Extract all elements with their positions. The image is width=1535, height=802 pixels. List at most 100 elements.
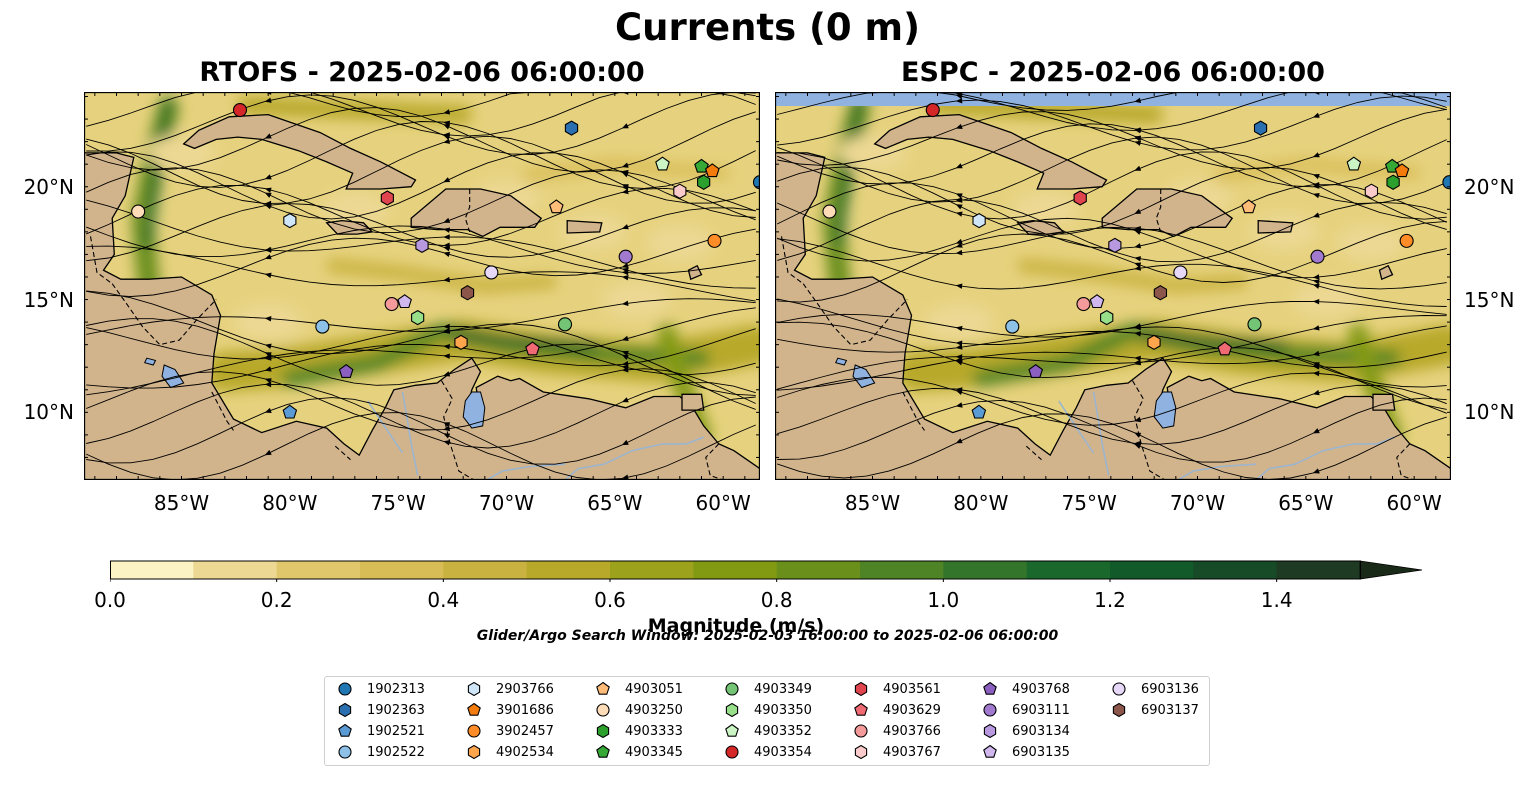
current-magnitude-field (84, 92, 760, 480)
streamline-arrow (621, 474, 629, 480)
streamline-arrow (443, 109, 451, 115)
colorbar-extend-arrow (1359, 560, 1423, 580)
streamline-arrow (264, 353, 272, 360)
float-marker-4903768 (1028, 364, 1044, 378)
current-streamline (777, 315, 1447, 390)
colorbar-segment (1110, 561, 1194, 579)
current-streamline (86, 135, 756, 205)
legend-entry: 6903137 (1111, 700, 1199, 720)
streamline-arrow (621, 162, 629, 168)
streamline-arrow (955, 197, 963, 203)
legend-marker-6903111 (983, 703, 997, 717)
legend-entry: 4903250 (595, 700, 683, 720)
legend-entry: 6903136 (1111, 679, 1199, 699)
river (367, 400, 404, 454)
streamline-arrow (1134, 136, 1142, 142)
colorbar-segment (110, 561, 194, 579)
streamline-arrow (1134, 432, 1142, 438)
float-marker-2903766 (972, 212, 986, 229)
legend-marker-4903629 (854, 702, 868, 716)
streamline-arrow (264, 381, 272, 388)
streamline-arrow (1134, 262, 1142, 268)
streamline-arrow (443, 246, 451, 252)
lon-tick-label: 60°W (1386, 491, 1442, 515)
current-streamline (777, 300, 1447, 338)
streamline-arrow (955, 163, 963, 169)
legend-entry: 1902522 (337, 742, 425, 762)
current-streamline (86, 412, 756, 480)
colorbar-tick-label: 1.4 (1260, 588, 1293, 612)
colorbar-tick-label: 0.2 (260, 588, 293, 612)
colorbar-tick-label: 0.6 (594, 588, 626, 612)
legend-label: 4903354 (754, 744, 812, 760)
lon-tick-label: 65°W (587, 491, 643, 515)
current-streamline (777, 217, 1447, 279)
lat-tick-label-left: 15°N (23, 287, 74, 312)
streamline-arrow (443, 124, 451, 130)
float-marker-4903354 (925, 102, 940, 118)
streamline-arrow (443, 276, 450, 283)
streamline-arrow (264, 407, 272, 413)
current-streamline (777, 238, 1447, 307)
legend-label: 1902522 (367, 744, 425, 760)
lake-managua (143, 357, 157, 366)
colorbar-segment (360, 561, 444, 579)
float-marker-4903333 (697, 174, 711, 190)
current-streamline (777, 136, 1447, 204)
river (1092, 391, 1110, 476)
streamline-arrow (264, 343, 272, 349)
streamline-arrow (955, 389, 963, 395)
current-streamline (86, 92, 756, 118)
float-marker-3901686 (1394, 163, 1410, 178)
current-streamline (86, 290, 756, 396)
lon-tick-label: 85°W (844, 491, 901, 515)
streamline-arrow (264, 187, 272, 193)
legend-marker-4903767 (854, 744, 868, 760)
lat-tick-label-left: 20°N (23, 174, 74, 199)
streamline-arrow (264, 246, 272, 253)
legend-marker-2903766 (467, 681, 481, 697)
streamline-arrow (443, 344, 450, 350)
streamline-arrow (443, 323, 450, 330)
legend-label: 4903345 (625, 744, 683, 760)
legend-marker-4903349 (725, 682, 739, 696)
current-streamline (777, 325, 1447, 391)
legend-label: 6903137 (1141, 702, 1199, 718)
colorbar-tick-label: 1.0 (927, 588, 960, 612)
legend-entry: 4903766 (853, 721, 941, 741)
float-marker-6903135 (1089, 294, 1105, 309)
legend-label: 4903629 (883, 702, 941, 718)
streamline-arrow (1312, 279, 1320, 285)
colorbar-segment (1193, 561, 1278, 579)
land-puertoRico (566, 219, 603, 234)
float-marker-4903629 (1217, 341, 1233, 356)
espc-map[interactable] (775, 92, 1451, 480)
float-marker-6903136 (484, 265, 499, 280)
streamline-arrow (443, 440, 451, 446)
float-marker-4902534 (454, 334, 468, 351)
rtofs-map[interactable] (84, 92, 760, 480)
country-border (441, 380, 475, 480)
legend-marker (983, 703, 997, 717)
legend-entry: 4903354 (724, 742, 812, 762)
legend-marker (983, 744, 997, 758)
float-marker-6903134 (1108, 237, 1122, 254)
country-border (89, 236, 113, 285)
streamline-arrow (621, 184, 629, 191)
current-streamline (86, 298, 756, 335)
legend-marker (596, 681, 610, 695)
lon-tick-label: 70°W (478, 491, 535, 515)
streamline-arrow (443, 242, 450, 248)
streamline-arrow (955, 211, 963, 217)
streamline-arrow (1134, 416, 1142, 423)
colorbar (110, 560, 1423, 582)
streamline-arrow (1312, 212, 1320, 218)
streamline-arrow (1312, 428, 1320, 434)
current-streamline (86, 328, 756, 389)
float-marker-4903354 (232, 102, 248, 118)
legend-label: 1902313 (367, 681, 425, 697)
land-hispaniola (1101, 188, 1234, 238)
float-marker-4903766 (384, 296, 399, 312)
legend-marker (467, 681, 481, 697)
colorbar-frame (110, 560, 1361, 580)
